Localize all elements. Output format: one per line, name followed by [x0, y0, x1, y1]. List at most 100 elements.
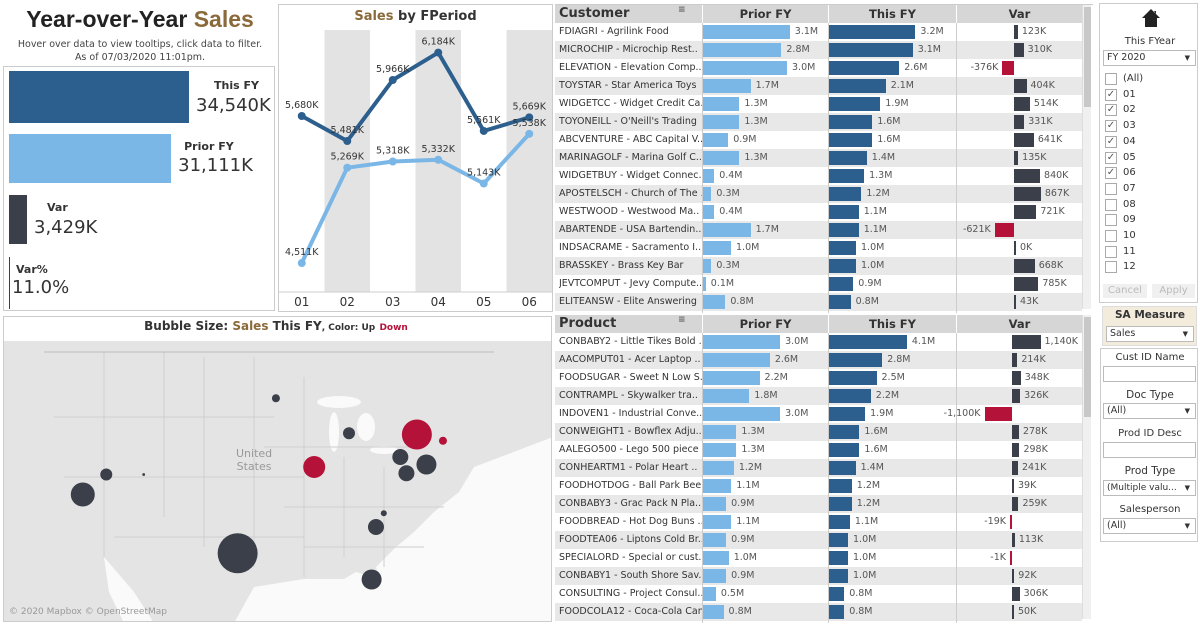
var-bar[interactable]: [1010, 551, 1012, 565]
location-bubble-up[interactable]: [398, 465, 415, 482]
prior-fy-bar[interactable]: [703, 605, 724, 619]
prior-fy-bar[interactable]: [703, 353, 770, 367]
location-bubble-up[interactable]: [271, 394, 280, 403]
var-bar[interactable]: [1012, 497, 1019, 511]
period-checkbox[interactable]: [1105, 245, 1117, 258]
series-line-1[interactable]: [299, 132, 531, 264]
this-fy-bar[interactable]: [829, 187, 862, 201]
row-name[interactable]: AACOMPUT01 - Acer Laptop ..: [559, 354, 701, 365]
period-label[interactable]: 07: [1123, 182, 1136, 194]
this-fy-bar[interactable]: [829, 97, 881, 111]
table-row[interactable]: TOYSTAR - Star America Toys 1.7M 2.1M 404K: [555, 77, 1082, 95]
var-bar[interactable]: [1012, 569, 1015, 583]
data-point[interactable]: [388, 157, 397, 166]
var-bar[interactable]: [1012, 371, 1021, 385]
x-tick-label[interactable]: 02: [340, 295, 355, 309]
period-checkbox[interactable]: [1105, 230, 1117, 242]
var-bar[interactable]: [1012, 479, 1014, 493]
table-row[interactable]: CONTRAMPL - Skywalker tra.. 1.8M 2.2M 326K: [555, 387, 1082, 405]
var-bar[interactable]: [1014, 259, 1035, 273]
data-point[interactable]: [297, 111, 306, 120]
var-bar[interactable]: [1012, 461, 1019, 475]
prior-fy-bar[interactable]: [703, 79, 751, 93]
row-name[interactable]: JEVTCOMPUT - Jevy Compute..: [559, 278, 702, 289]
table-row[interactable]: FOODCOLA12 - Coca-Cola Can.. 0.8M 0.8M 50K: [555, 603, 1082, 621]
column-header-var[interactable]: Var: [956, 315, 1082, 333]
var-bar[interactable]: [1012, 533, 1015, 547]
var-bar[interactable]: [1012, 605, 1014, 619]
x-tick-label[interactable]: 01: [294, 295, 309, 309]
column-header-this[interactable]: This FY: [828, 5, 956, 23]
table-row[interactable]: CONWEIGHT1 - Bowflex Adju.. 1.3M 1.6M 278K: [555, 423, 1082, 441]
var-bar[interactable]: [1014, 187, 1041, 201]
prior-fy-bar[interactable]: [703, 335, 781, 349]
data-point[interactable]: [434, 155, 443, 164]
var-bar[interactable]: [1002, 61, 1014, 75]
table-row[interactable]: ABARTENDE - USA Bartendin.. 1.7M 1.1M -621K: [555, 221, 1082, 239]
row-name[interactable]: MARINAGOLF - Marina Golf C..: [559, 152, 702, 163]
scrollbar-thumb[interactable]: [1084, 7, 1091, 107]
period-label[interactable]: 01: [1123, 88, 1136, 100]
prod-type-dropdown[interactable]: (Multiple valu... ▼: [1103, 480, 1196, 496]
prior-fy-bar[interactable]: [703, 461, 734, 475]
location-bubble-up[interactable]: [392, 449, 409, 465]
period-checkbox[interactable]: ✓: [1105, 135, 1117, 148]
var-bar[interactable]: [1014, 43, 1024, 57]
data-point[interactable]: [388, 76, 397, 85]
column-header-var[interactable]: Var: [956, 5, 1082, 23]
this-fy-bar[interactable]: [829, 223, 859, 237]
table-row[interactable]: MARINAGOLF - Marina Golf C.. 1.3M 1.4M 135K: [555, 149, 1082, 167]
period-label[interactable]: 08: [1123, 198, 1136, 210]
location-bubble-up[interactable]: [416, 454, 437, 475]
x-tick-label[interactable]: 03: [385, 295, 400, 309]
location-bubble-up[interactable]: [343, 427, 355, 440]
this-fy-bar[interactable]: [829, 259, 856, 273]
table-row[interactable]: CONSULTING - Project Consul.. 0.5M 0.8M 306…: [555, 585, 1082, 603]
column-header-prior[interactable]: Prior FY: [702, 315, 828, 333]
table-row[interactable]: AALEGO500 - Lego 500 piece .. 1.3M 1.6M 298…: [555, 441, 1082, 459]
table-scrollbar[interactable]: [1082, 5, 1091, 309]
var-bar[interactable]: [1010, 515, 1012, 529]
table-row[interactable]: INDSACRAME - Sacramento I.. 1.0M 1.0M 0K: [555, 239, 1082, 257]
table-row[interactable]: CONBABY1 - South Shore Sav.. 0.9M 1.0M 92K: [555, 567, 1082, 585]
this-fy-bar[interactable]: [9, 71, 189, 123]
x-tick-label[interactable]: 04: [431, 295, 446, 309]
row-name[interactable]: FOODSUGAR - Sweet N Low S..: [559, 372, 702, 383]
data-point[interactable]: [479, 179, 488, 188]
table-row[interactable]: FOODSUGAR - Sweet N Low S.. 2.2M 2.5M 348K: [555, 369, 1082, 387]
row-name[interactable]: ELITEANSW - Elite Answering: [559, 296, 697, 307]
period-label[interactable]: 04: [1123, 135, 1136, 147]
this-fy-bar[interactable]: [829, 479, 852, 493]
location-bubble-up[interactable]: [367, 519, 384, 535]
table-row[interactable]: AACOMPUT01 - Acer Laptop .. 2.6M 2.8M 214K: [555, 351, 1082, 369]
prior-fy-bar[interactable]: [703, 25, 790, 39]
location-bubble-down[interactable]: [401, 419, 432, 450]
location-bubble-up[interactable]: [380, 510, 387, 517]
row-name[interactable]: ELEVATION - Elevation Comp..: [559, 62, 702, 73]
salesperson-dropdown[interactable]: (All) ▼: [1103, 518, 1196, 534]
row-name[interactable]: ABCVENTURE - ABC Capital V..: [559, 134, 702, 145]
column-header-name[interactable]: Customer: [559, 6, 630, 21]
row-name[interactable]: FDIAGRI - Agrilink Food: [559, 26, 669, 37]
home-icon[interactable]: [1141, 8, 1161, 28]
row-name[interactable]: AALEGO500 - Lego 500 piece ..: [559, 444, 702, 455]
prior-fy-bar[interactable]: [9, 134, 172, 183]
this-fy-bar[interactable]: [829, 569, 848, 583]
row-name[interactable]: CONSULTING - Project Consul..: [559, 588, 702, 599]
data-point[interactable]: [297, 259, 306, 268]
table-row[interactable]: FDIAGRI - Agrilink Food 3.1M 3.2M 123K: [555, 23, 1082, 41]
period-checkbox[interactable]: ✓: [1105, 88, 1117, 101]
row-name[interactable]: CONTRAMPL - Skywalker tra..: [559, 390, 698, 401]
this-fy-bar[interactable]: [829, 551, 848, 565]
prior-fy-bar[interactable]: [703, 515, 732, 529]
var-bar[interactable]: [1014, 25, 1018, 39]
table-row[interactable]: CONBABY2 - Little Tikes Bold .. 3.0M 4.1M 1…: [555, 333, 1082, 351]
this-fy-bar[interactable]: [829, 425, 860, 439]
row-name[interactable]: INDOVEN1 - Industrial Conve..: [559, 408, 702, 419]
period-checkbox[interactable]: [1105, 182, 1117, 195]
this-fy-bar[interactable]: [829, 497, 852, 511]
var-bar[interactable]: [1014, 79, 1027, 93]
period-checkbox[interactable]: ✓: [1105, 167, 1117, 180]
table-row[interactable]: CONHEARTM1 - Polar Heart .. 1.2M 1.4M 241K: [555, 459, 1082, 477]
this-fy-bar[interactable]: [829, 407, 866, 421]
